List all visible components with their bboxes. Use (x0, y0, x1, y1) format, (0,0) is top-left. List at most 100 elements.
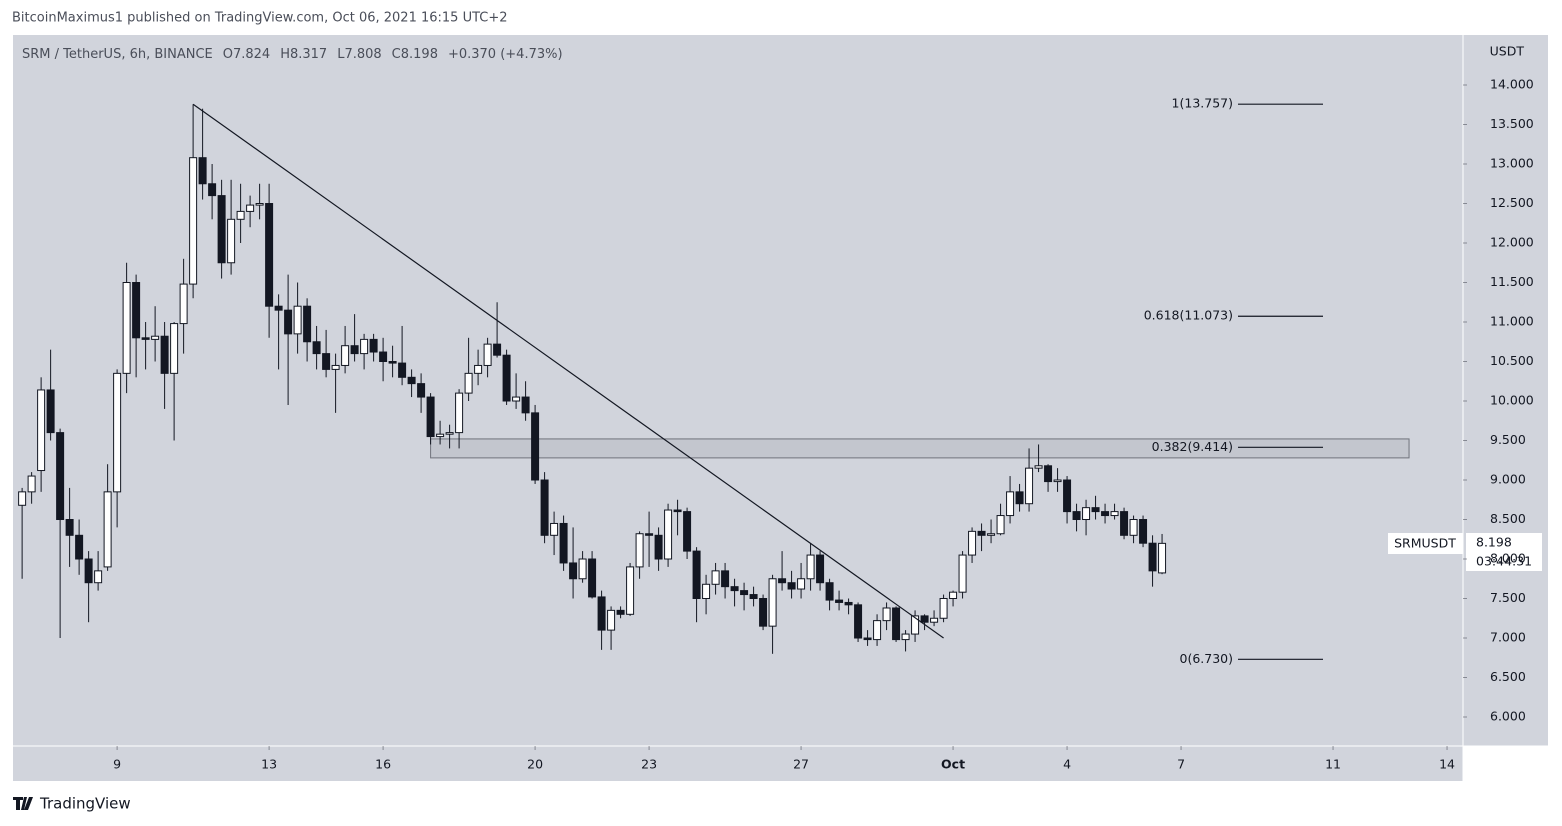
candle-body (987, 533, 996, 536)
candle (531, 404, 540, 484)
candle (46, 349, 55, 441)
candle-body (749, 594, 758, 600)
trendline (192, 103, 944, 639)
candle-body (56, 432, 65, 521)
candle (901, 630, 910, 652)
candle-body (483, 343, 492, 366)
candle-body (360, 338, 369, 355)
candle-body (84, 558, 93, 584)
candle (1082, 499, 1091, 536)
y-tick-label: 6.500 (1490, 669, 1526, 684)
candle-body (702, 583, 711, 600)
candle-body (350, 345, 359, 355)
candle-body (901, 633, 910, 641)
candle (303, 298, 312, 362)
candle (1120, 507, 1129, 540)
candle (749, 586, 758, 607)
candle (170, 322, 179, 441)
y-tick-label: 8.000 (1490, 551, 1526, 566)
candle-body (398, 362, 407, 378)
candle (949, 590, 958, 607)
candle-body (1006, 491, 1015, 517)
candle-body (407, 376, 416, 385)
symbol: SRM / TetherUS, 6h, BINANCE (22, 47, 213, 62)
candle-body (369, 338, 378, 353)
candle (141, 322, 150, 370)
candle-body (1158, 542, 1167, 574)
candle-body (759, 598, 768, 627)
candle (825, 578, 834, 611)
candle-body (274, 305, 283, 311)
candle (1129, 515, 1138, 544)
x-tick-label: 23 (641, 757, 657, 772)
candle-body (122, 282, 131, 374)
candle (426, 393, 435, 445)
candle-body (977, 530, 986, 536)
candle-body (189, 157, 198, 285)
close-value: 8.198 (401, 47, 438, 62)
candle-body (597, 596, 606, 631)
candle (958, 551, 967, 599)
candle (436, 420, 445, 445)
candle (65, 487, 74, 567)
candle-body (550, 522, 559, 536)
candle-body (322, 353, 331, 370)
candle (920, 614, 929, 631)
candle (607, 606, 616, 650)
currency-label: USDT (1490, 44, 1525, 59)
candle-body (721, 570, 730, 588)
low-value: 7.808 (344, 47, 381, 62)
candle (445, 424, 454, 449)
candle (1015, 483, 1024, 512)
x-tick-label: 7 (1177, 757, 1185, 772)
y-tick-label: 14.000 (1490, 77, 1534, 92)
candle-body (1082, 507, 1091, 521)
candle-body (588, 558, 597, 598)
x-tick-label: 13 (261, 757, 277, 772)
candle (1053, 468, 1062, 492)
candle-body (217, 195, 226, 264)
candle (1044, 464, 1053, 492)
candle (1148, 535, 1157, 587)
candle-body (341, 345, 350, 366)
candle (217, 179, 226, 279)
logo-mark (13, 797, 33, 810)
candle (236, 183, 245, 244)
price-axis-background (1463, 35, 1548, 746)
candle (844, 598, 853, 615)
candle (284, 274, 293, 405)
candle (977, 523, 986, 552)
candle-body (740, 590, 749, 596)
candle-body (911, 615, 920, 635)
candle-body (816, 554, 825, 584)
candle (1101, 503, 1110, 524)
candle-body (1101, 511, 1110, 517)
candle (740, 582, 749, 611)
candle (179, 258, 188, 354)
x-tick-label: 20 (527, 757, 543, 772)
high-value: 8.317 (290, 47, 327, 62)
y-tick-label: 11.500 (1490, 274, 1534, 289)
candle (388, 345, 397, 378)
candle-body (626, 566, 635, 615)
candle (692, 547, 701, 623)
candle (569, 527, 578, 599)
candle (882, 602, 891, 631)
candle-body (132, 282, 141, 339)
candle-body (198, 157, 207, 185)
candle (711, 562, 720, 595)
candle (626, 562, 635, 616)
candle (113, 369, 122, 528)
candle-body (854, 604, 863, 639)
candle (483, 337, 492, 378)
candle-body (863, 637, 872, 641)
candle (1025, 448, 1034, 512)
candle-body (265, 203, 274, 307)
candle-body (930, 617, 939, 623)
candle-body (1025, 467, 1034, 505)
candle-body (949, 591, 958, 600)
candle-body (958, 554, 967, 593)
candle-body (18, 491, 27, 506)
y-tick-label: 7.000 (1490, 630, 1526, 645)
candle (987, 519, 996, 544)
